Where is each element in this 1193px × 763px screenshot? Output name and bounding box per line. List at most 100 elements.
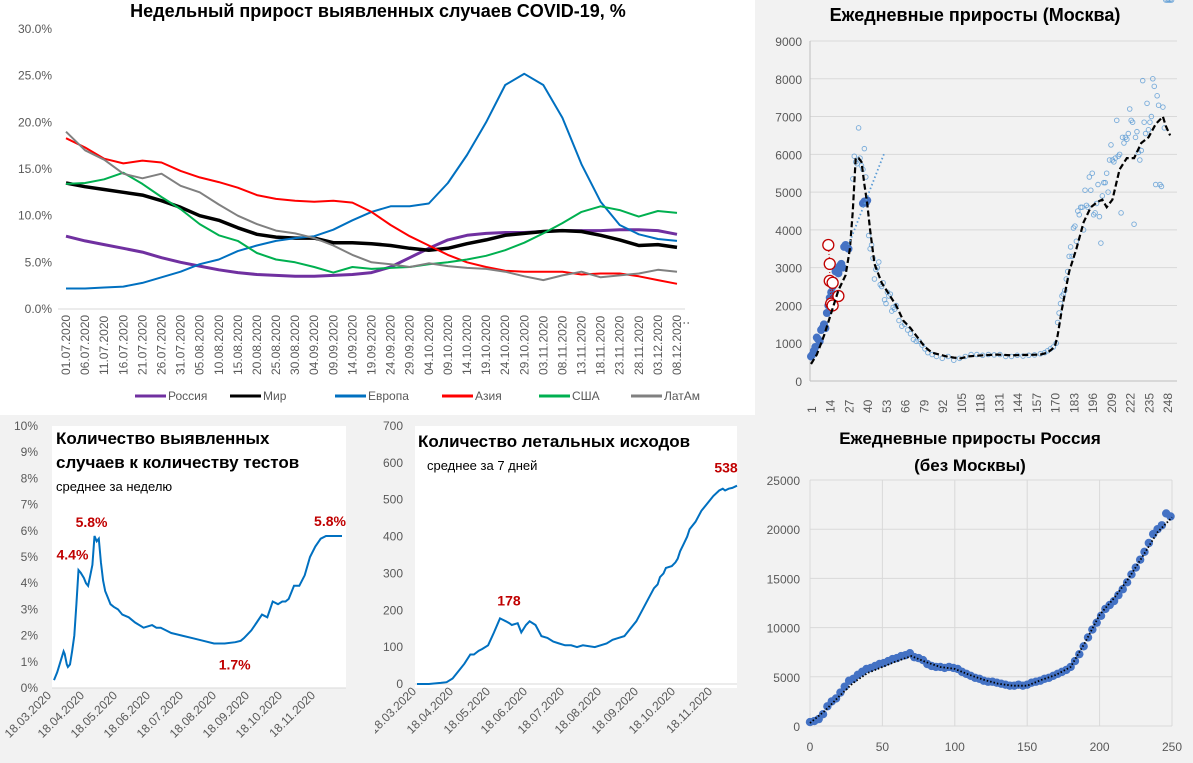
y-tick-label: 500 (383, 493, 403, 507)
data-point (1144, 100, 1150, 107)
data-point (1141, 119, 1147, 125)
legend-label: Россия (168, 389, 207, 403)
data-point (1085, 204, 1091, 210)
x-tick-label: 14.09.2020 (345, 315, 359, 375)
outlier-point (832, 289, 845, 303)
data-point (1122, 578, 1132, 587)
y-tick-label: 200 (383, 603, 403, 617)
data-point (1086, 174, 1093, 180)
x-tick-label: 25.08.2020 (269, 315, 283, 375)
y-tick-label: 1000 (775, 337, 802, 351)
x-tick-label: 131 (992, 393, 1006, 413)
data-point (1144, 538, 1154, 548)
trend-line (847, 152, 886, 246)
data-point (1155, 102, 1162, 108)
data-label: 178 (497, 592, 521, 608)
x-tick-label: 30.08.2020 (288, 315, 302, 375)
y-tick-label: 5% (21, 550, 39, 564)
x-tick-label: 209 (1105, 393, 1119, 413)
data-point (863, 196, 872, 205)
series-line-positivity (53, 535, 342, 681)
data-label: 5.8% (314, 513, 346, 529)
data-point (1139, 77, 1146, 84)
outlier-point (822, 238, 835, 252)
data-point (1109, 596, 1119, 606)
data-point (1132, 134, 1139, 141)
data-point (1008, 353, 1015, 360)
x-tick-label: 19.09.2020 (365, 315, 379, 375)
x-tick-label: 14.10.2020 (460, 315, 474, 375)
data-point (1073, 238, 1080, 244)
data-point (1131, 221, 1137, 227)
data-point (1118, 210, 1124, 216)
data-point (1089, 170, 1095, 176)
x-tick-label: 27 (842, 399, 856, 413)
data-point (1119, 134, 1126, 141)
data-point (1145, 127, 1152, 133)
data-point (1114, 117, 1120, 124)
weekly-growth-panel: Недельный прирост выявленных случаев COV… (0, 0, 755, 415)
data-point (1150, 76, 1156, 82)
data-point (1118, 585, 1127, 594)
x-tick-label: 09.09.2020 (326, 315, 340, 375)
x-tick-label: 08.12.2020 (670, 315, 684, 375)
y-tick-label: 15000 (767, 572, 801, 586)
data-point (1134, 128, 1140, 135)
x-tick-label: 04.10.2020 (422, 315, 436, 375)
data-point (876, 259, 882, 265)
x-tick-label: 40 (861, 399, 875, 413)
moving-average-line (810, 114, 1172, 365)
y-tick-label: 3000 (775, 262, 802, 276)
data-point (1116, 151, 1123, 158)
data-point (1168, 0, 1175, 3)
data-point (834, 269, 843, 278)
y-tick-label: 7% (21, 498, 39, 512)
data-point (865, 232, 872, 239)
x-tick-label: 05.08.2020 (193, 315, 207, 375)
x-tick-label: 150 (1017, 740, 1037, 754)
data-point (1088, 187, 1094, 193)
data-point (871, 276, 878, 282)
data-point (1088, 625, 1097, 634)
data-point (1020, 353, 1026, 359)
x-tick-label: 50 (876, 740, 890, 754)
data-point (1158, 183, 1165, 190)
x-tick-label: 03.11.2020 (536, 316, 550, 375)
data-point (1098, 240, 1104, 246)
data-point (1147, 119, 1153, 125)
chart-subtitle: среднее за неделю (56, 479, 172, 494)
y-tick-label: 10% (14, 419, 38, 433)
x-tick-label: 118 (974, 394, 988, 413)
axis-break-icon: ⋮ (677, 317, 691, 329)
data-point (1166, 512, 1175, 521)
data-point (818, 709, 828, 719)
trend-line (809, 516, 1173, 724)
data-point (1072, 223, 1078, 229)
data-point (1138, 147, 1145, 154)
chart-title-line2: случаев к количеству тестов (56, 453, 299, 472)
x-tick-label: 03.12.2020 (651, 315, 665, 375)
data-point (1096, 213, 1103, 220)
x-tick-label: 20.08.2020 (250, 315, 264, 375)
data-point (1105, 189, 1111, 195)
y-tick-label: 0 (795, 375, 802, 389)
data-point (1056, 310, 1062, 316)
russia-daily-chart: Ежедневные приросты Россия (без Москвы) … (767, 429, 1183, 754)
data-point (1137, 157, 1143, 163)
x-tick-label: 79 (917, 399, 931, 413)
chart-title: Количество летальных исходов (418, 432, 690, 451)
data-point (1160, 104, 1166, 110)
y-tick-label: 5.0% (25, 255, 53, 269)
x-tick-label: 1 (805, 406, 819, 413)
data-point (1082, 187, 1088, 193)
y-tick-label: 8000 (775, 73, 802, 87)
x-tick-label: 01.07.2020 (59, 315, 73, 375)
x-tick-label: 235 (1142, 393, 1156, 413)
data-point (1066, 253, 1072, 260)
data-point (861, 145, 868, 152)
x-tick-label: 11.07.2020 (97, 316, 111, 375)
x-tick-label: 183 (1067, 393, 1081, 413)
y-tick-label: 0 (793, 720, 800, 734)
data-point (883, 300, 889, 307)
y-tick-label: 20.0% (18, 115, 52, 129)
